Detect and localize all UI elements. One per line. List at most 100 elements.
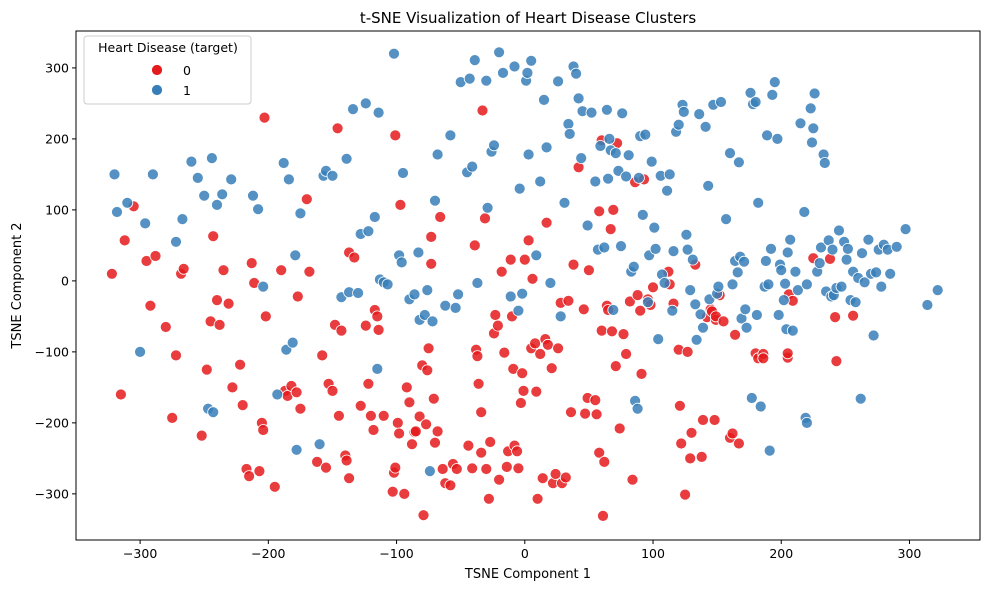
point-target-0-21 bbox=[234, 358, 247, 371]
point-target-1-114 bbox=[616, 107, 629, 120]
point-target-0-110 bbox=[491, 319, 504, 332]
point-target-0-162 bbox=[604, 223, 617, 236]
point-target-0-62 bbox=[371, 310, 384, 323]
point-target-1-133 bbox=[658, 277, 671, 289]
point-target-1-94 bbox=[563, 127, 576, 140]
point-target-0-87 bbox=[429, 436, 441, 449]
point-target-0-116 bbox=[504, 253, 517, 266]
point-target-1-93 bbox=[562, 118, 575, 130]
point-target-1-181 bbox=[765, 242, 777, 255]
point-target-1-111 bbox=[609, 147, 622, 160]
point-target-1-146 bbox=[689, 298, 702, 311]
point-target-0-59 bbox=[364, 409, 377, 422]
point-target-0-185 bbox=[675, 437, 688, 450]
point-target-0-203 bbox=[729, 328, 741, 341]
point-target-1-188 bbox=[777, 294, 790, 307]
point-target-1-158 bbox=[720, 213, 732, 226]
point-target-1-116 bbox=[622, 149, 635, 162]
point-target-1-83 bbox=[522, 148, 535, 161]
x-tick-label: −300 bbox=[123, 546, 157, 561]
point-target-0-12 bbox=[195, 429, 208, 442]
point-target-1-70 bbox=[480, 74, 493, 87]
point-target-1-78 bbox=[512, 304, 525, 317]
points-layer bbox=[106, 46, 944, 522]
point-target-0-125 bbox=[518, 253, 531, 266]
point-target-1-39 bbox=[362, 225, 375, 238]
point-target-1-173 bbox=[751, 309, 763, 321]
point-target-0-130 bbox=[530, 385, 543, 398]
point-target-0-97 bbox=[468, 239, 481, 252]
point-target-0-88 bbox=[431, 425, 444, 438]
legend: Heart Disease (target) 0 1 bbox=[83, 35, 252, 105]
point-target-0-60 bbox=[367, 424, 380, 436]
point-target-1-108 bbox=[603, 132, 616, 145]
point-target-1-209 bbox=[818, 157, 831, 169]
point-target-0-179 bbox=[647, 281, 659, 294]
point-target-1-110 bbox=[607, 304, 620, 316]
point-target-1-101 bbox=[585, 106, 598, 119]
point-target-1-5 bbox=[146, 168, 159, 181]
point-target-1-156 bbox=[712, 280, 725, 293]
point-target-1-147 bbox=[690, 333, 703, 346]
point-target-1-86 bbox=[534, 175, 547, 188]
point-target-1-206 bbox=[813, 257, 826, 270]
point-target-0-129 bbox=[529, 337, 541, 350]
point-target-1-192 bbox=[784, 233, 797, 246]
point-target-1-9 bbox=[191, 171, 204, 184]
legend-label-1: 1 bbox=[183, 83, 191, 98]
point-target-0-29 bbox=[257, 424, 270, 436]
point-target-1-197 bbox=[798, 206, 811, 218]
point-target-0-208 bbox=[757, 352, 770, 365]
point-target-1-139 bbox=[672, 118, 685, 131]
point-target-1-98 bbox=[575, 152, 588, 165]
point-target-0-24 bbox=[243, 470, 256, 483]
point-target-0-200 bbox=[717, 315, 730, 328]
point-target-1-12 bbox=[205, 152, 218, 165]
point-target-0-140 bbox=[552, 342, 564, 355]
point-target-0-68 bbox=[389, 129, 402, 142]
point-target-1-128 bbox=[648, 221, 661, 234]
point-target-1-74 bbox=[493, 46, 506, 59]
point-target-1-1 bbox=[111, 206, 123, 218]
point-target-0-122 bbox=[515, 397, 527, 409]
point-target-1-38 bbox=[359, 97, 372, 110]
point-target-0-22 bbox=[236, 399, 249, 412]
point-target-1-166 bbox=[738, 255, 750, 268]
point-target-1-137 bbox=[667, 245, 680, 258]
point-target-1-96 bbox=[570, 67, 582, 80]
point-target-0-189 bbox=[685, 426, 698, 439]
point-target-0-50 bbox=[335, 324, 348, 337]
x-tick-label: 200 bbox=[769, 546, 793, 561]
legend-box bbox=[83, 35, 252, 105]
point-target-0-73 bbox=[400, 381, 413, 394]
point-target-1-136 bbox=[666, 304, 679, 317]
point-target-0-188 bbox=[684, 452, 697, 465]
legend-title: Heart Disease (target) bbox=[98, 40, 238, 55]
point-target-1-26 bbox=[290, 443, 303, 456]
point-target-1-60 bbox=[439, 299, 452, 312]
point-target-0-6 bbox=[149, 250, 162, 262]
point-target-1-51 bbox=[408, 288, 421, 301]
point-target-1-202 bbox=[806, 136, 818, 149]
point-target-1-237 bbox=[890, 240, 903, 253]
x-tick-label: −200 bbox=[251, 546, 285, 561]
point-target-0-215 bbox=[829, 311, 841, 324]
point-target-1-177 bbox=[760, 255, 772, 267]
point-target-0-58 bbox=[362, 377, 375, 390]
point-target-0-216 bbox=[830, 355, 843, 368]
point-target-1-216 bbox=[833, 224, 845, 237]
y-axis-title: TSNE Component 2 bbox=[10, 222, 25, 349]
point-target-0-158 bbox=[597, 510, 609, 522]
point-target-0-103 bbox=[476, 104, 489, 117]
point-target-1-195 bbox=[792, 284, 804, 297]
legend-marker-0 bbox=[151, 64, 163, 76]
point-target-1-16 bbox=[225, 173, 238, 186]
point-target-1-54 bbox=[418, 309, 431, 321]
point-target-0-69 bbox=[391, 416, 404, 429]
point-target-1-45 bbox=[381, 278, 394, 291]
x-tick-label: 100 bbox=[641, 546, 665, 561]
point-target-0-1 bbox=[115, 388, 127, 401]
point-target-1-76 bbox=[504, 290, 517, 303]
point-target-1-63 bbox=[452, 288, 465, 301]
